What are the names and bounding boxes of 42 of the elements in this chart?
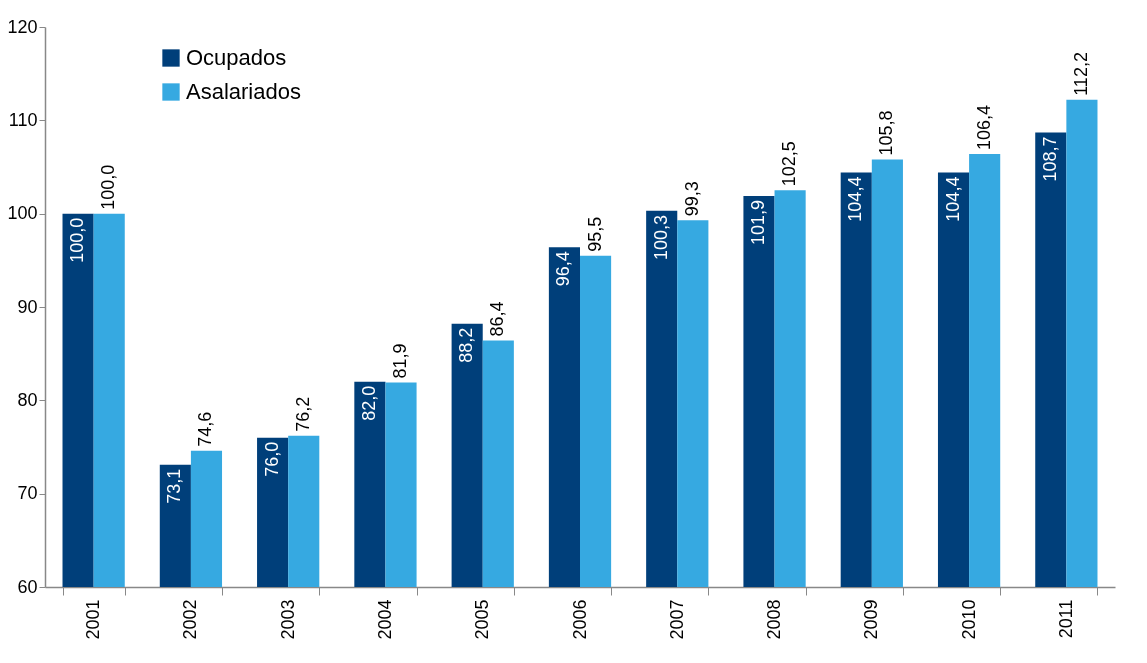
- data-label: 74,6: [195, 411, 216, 447]
- y-tick-label: 70: [17, 483, 38, 504]
- y-tick-label: 100: [7, 203, 38, 224]
- x-tick-label: 2004: [374, 599, 395, 640]
- data-label: 82,0: [358, 385, 379, 421]
- data-label: 76,0: [261, 441, 282, 477]
- data-label: 73,1: [164, 468, 185, 504]
- y-tick-label: 120: [7, 16, 38, 37]
- y-tick-label: 60: [17, 576, 38, 597]
- y-tick-label: 110: [8, 109, 38, 130]
- data-label: 106,4: [973, 104, 994, 150]
- legend-label: Asalariados: [186, 79, 301, 104]
- data-label: 76,2: [292, 396, 313, 432]
- x-tick-label: 2005: [472, 599, 493, 640]
- data-label: 100,3: [650, 214, 671, 260]
- data-label: 104,4: [942, 176, 963, 222]
- data-label: 99,3: [681, 181, 702, 217]
- data-label: 96,4: [553, 251, 574, 287]
- data-label: 108,7: [1039, 136, 1060, 182]
- data-label: 105,8: [876, 110, 897, 156]
- data-label: 95,5: [584, 216, 605, 252]
- data-label: 88,2: [456, 327, 477, 363]
- x-tick-label: 2007: [666, 599, 687, 640]
- data-label: 81,9: [390, 343, 411, 379]
- x-tick-label: 2008: [764, 599, 785, 640]
- y-tick-label: 90: [17, 296, 38, 317]
- data-label: 100,0: [98, 164, 119, 210]
- x-tick-label: 2011: [1055, 599, 1076, 639]
- data-label: 101,9: [747, 199, 768, 245]
- x-tick-label: 2009: [861, 599, 882, 640]
- data-label: 102,5: [779, 141, 800, 187]
- legend-label: Ocupados: [186, 45, 287, 70]
- x-tick-label: 2001: [83, 599, 104, 640]
- x-tick-label: 2003: [277, 599, 298, 640]
- x-tick-label: 2010: [958, 599, 979, 640]
- data-label: 86,4: [487, 301, 508, 337]
- y-tick-label: 80: [17, 389, 38, 410]
- data-label: 112,2: [1070, 52, 1091, 96]
- data-label: 100,0: [67, 217, 88, 263]
- x-tick-label: 2002: [180, 599, 201, 640]
- data-label: 104,4: [845, 176, 866, 222]
- x-tick-label: 2006: [569, 599, 590, 640]
